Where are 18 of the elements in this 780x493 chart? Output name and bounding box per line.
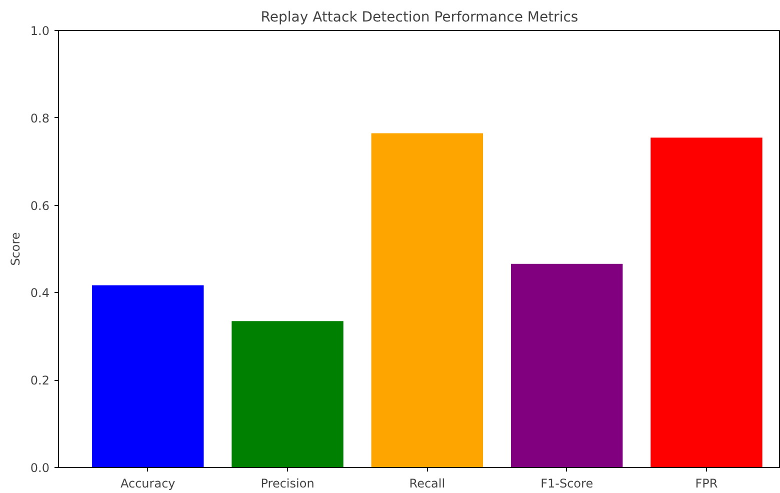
y-tick-label: 0.0 (30, 461, 50, 475)
bar (371, 133, 484, 468)
chart-title: Replay Attack Detection Performance Metrics (260, 10, 578, 26)
y-tick-label: 0.4 (30, 286, 50, 300)
y-tick-label: 0.6 (30, 198, 50, 213)
y-tick-label: 0.8 (30, 111, 50, 126)
x-tick-label: FPR (695, 476, 718, 490)
x-tick-label: Accuracy (120, 476, 176, 490)
y-tick-label: 1.0 (30, 24, 50, 38)
y-tick-label: 0.2 (30, 374, 50, 388)
bar (92, 285, 204, 468)
bar (232, 321, 344, 468)
x-tick-label: F1-Score (540, 476, 594, 490)
x-tick-label: Recall (409, 476, 446, 490)
x-tick-label: Precision (260, 476, 314, 490)
bar (650, 138, 762, 468)
bar (510, 264, 623, 468)
y-axis-title: Score (8, 232, 22, 266)
